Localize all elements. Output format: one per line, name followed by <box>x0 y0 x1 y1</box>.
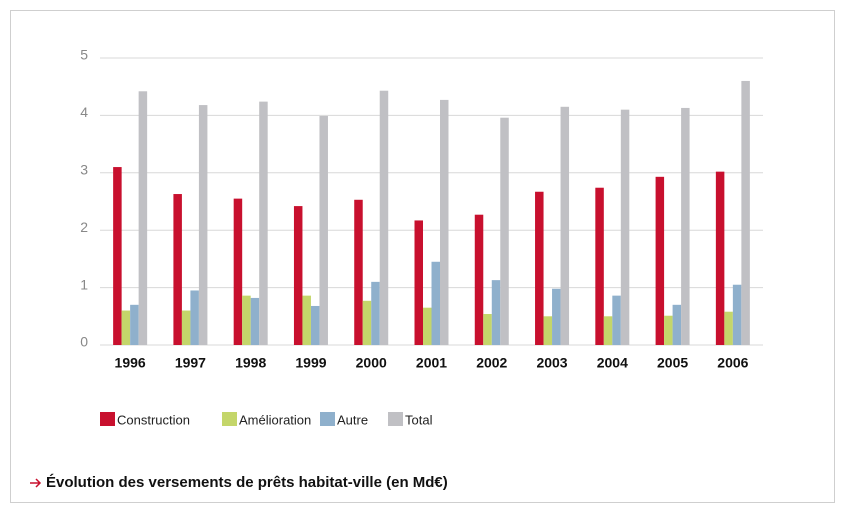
legend-swatch <box>320 412 335 426</box>
bar <box>474 214 484 345</box>
bar <box>310 305 320 345</box>
bar <box>379 90 389 345</box>
bar <box>319 115 328 345</box>
bar <box>190 290 199 345</box>
caption-arrow <box>30 478 42 488</box>
bar <box>423 307 432 345</box>
x-tick-label: 2003 <box>536 355 567 371</box>
bar <box>595 187 604 345</box>
bar <box>483 314 492 345</box>
bar <box>500 117 509 345</box>
bar <box>655 176 665 345</box>
legend-swatch <box>222 412 237 426</box>
bar <box>612 295 621 345</box>
x-tick-label: 2002 <box>476 355 507 371</box>
bar <box>672 304 682 345</box>
bar <box>113 167 122 345</box>
legend-swatch <box>388 412 403 426</box>
x-tick-label: 2005 <box>657 355 688 371</box>
legend-label: Amélioration <box>239 412 311 427</box>
bar <box>440 99 449 345</box>
bar <box>259 101 268 346</box>
bar <box>371 281 380 345</box>
bar <box>664 315 673 345</box>
bar <box>354 199 363 345</box>
bar <box>741 80 750 346</box>
bar <box>724 311 733 345</box>
bar <box>138 91 148 346</box>
bar <box>173 194 182 345</box>
bar <box>681 107 690 345</box>
bar <box>198 105 208 346</box>
bar <box>535 191 544 345</box>
y-tick-label: 4 <box>80 104 88 120</box>
legend-swatch <box>100 412 115 426</box>
x-tick-label: 2006 <box>717 355 748 371</box>
bar <box>293 206 303 345</box>
bar <box>181 310 191 345</box>
x-tick-label: 1998 <box>235 355 266 371</box>
bar <box>543 316 553 345</box>
bar <box>250 297 260 345</box>
x-tick-label: 2000 <box>356 355 387 371</box>
bar <box>715 171 725 345</box>
legend-label: Total <box>405 412 433 427</box>
bar <box>491 280 501 345</box>
bar <box>560 106 570 345</box>
bar <box>552 288 561 345</box>
legend-label: Autre <box>337 412 368 427</box>
x-tick-label: 1997 <box>175 355 206 371</box>
legend-label: Construction <box>117 412 190 427</box>
y-tick-label: 5 <box>80 47 88 63</box>
y-tick-label: 3 <box>80 162 88 178</box>
y-tick-label: 0 <box>80 334 88 350</box>
bar <box>431 261 440 345</box>
bar <box>620 109 630 345</box>
bar <box>121 310 131 345</box>
bar <box>242 295 251 345</box>
x-tick-label: 2001 <box>416 355 447 371</box>
bar <box>130 304 139 345</box>
bar <box>362 300 372 345</box>
chart-title: Évolution des versements de prêts habita… <box>46 474 448 491</box>
x-tick-label: 1999 <box>295 355 326 371</box>
y-tick-label: 1 <box>80 276 88 292</box>
bar <box>302 295 311 345</box>
bar <box>732 284 742 345</box>
bar <box>603 316 613 345</box>
bar <box>233 198 243 345</box>
x-tick-label: 2004 <box>597 355 628 371</box>
x-tick-label: 1996 <box>115 355 146 371</box>
y-tick-label: 2 <box>80 219 88 235</box>
bar <box>414 220 423 345</box>
